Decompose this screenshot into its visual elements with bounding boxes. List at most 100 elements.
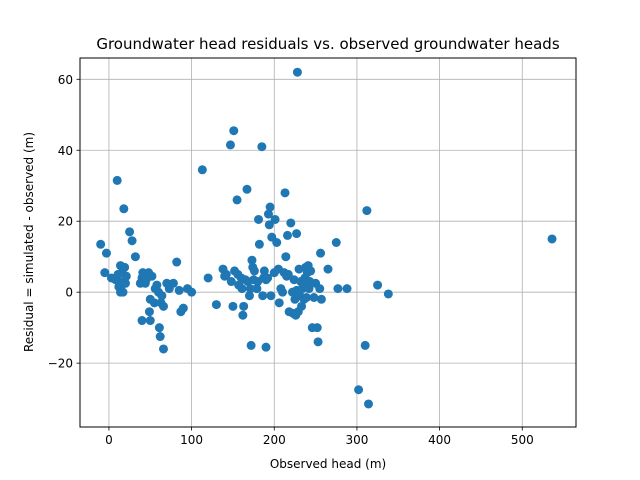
- y-tick-label: 60: [58, 73, 73, 87]
- data-point: [270, 214, 280, 224]
- data-point: [237, 284, 247, 294]
- data-point: [373, 280, 383, 290]
- data-point: [127, 236, 137, 246]
- data-point: [249, 266, 259, 276]
- data-point: [316, 248, 326, 258]
- data-point: [211, 300, 221, 310]
- data-point: [96, 239, 106, 249]
- grid-lines: [80, 58, 576, 427]
- data-point: [100, 268, 110, 278]
- data-point: [281, 252, 291, 262]
- data-point: [130, 252, 140, 262]
- data-point: [259, 266, 269, 276]
- plot-area-frame: [79, 57, 577, 428]
- data-point: [247, 255, 257, 265]
- data-point: [292, 67, 302, 77]
- data-point: [144, 307, 154, 317]
- data-point: [239, 301, 249, 311]
- data-point: [120, 262, 130, 272]
- data-point: [118, 287, 128, 297]
- data-point: [228, 301, 238, 311]
- data-point: [306, 266, 316, 276]
- x-tick-label: 400: [428, 433, 451, 447]
- data-point: [316, 294, 326, 304]
- data-point: [246, 340, 256, 350]
- data-point: [137, 316, 147, 326]
- data-point: [313, 337, 323, 347]
- x-tick-label: 0: [105, 433, 113, 447]
- x-tick-label: 500: [511, 433, 534, 447]
- data-point: [119, 204, 129, 214]
- data-point: [282, 230, 292, 240]
- data-point: [354, 385, 364, 395]
- x-axis-label: Observed head (m): [270, 457, 386, 471]
- data-point: [254, 214, 264, 224]
- chart-title: Groundwater head residuals vs. observed …: [96, 35, 559, 53]
- data-point: [203, 273, 213, 283]
- data-point: [360, 340, 370, 350]
- data-point: [152, 280, 162, 290]
- data-point: [302, 292, 312, 302]
- data-point: [157, 291, 167, 301]
- y-tick-label: 20: [58, 215, 73, 229]
- data-point: [547, 234, 557, 244]
- data-point: [168, 278, 178, 288]
- x-tick-label: 200: [263, 433, 286, 447]
- data-point: [244, 291, 254, 301]
- data-point: [364, 399, 374, 409]
- data-point: [331, 238, 341, 247]
- data-point: [362, 206, 372, 216]
- data-point: [226, 277, 236, 287]
- data-point: [263, 209, 273, 219]
- data-point: [274, 298, 284, 308]
- data-point: [187, 287, 197, 297]
- data-point: [125, 227, 135, 237]
- data-point: [266, 291, 276, 301]
- data-point: [383, 289, 393, 299]
- data-point: [242, 184, 252, 194]
- data-point: [258, 291, 268, 301]
- data-point: [145, 316, 155, 326]
- data-point: [221, 269, 231, 279]
- data-point: [265, 202, 275, 212]
- scatter-points: [96, 67, 557, 409]
- y-tick-label: 40: [58, 144, 73, 158]
- data-point: [158, 344, 168, 354]
- data-point: [158, 301, 168, 311]
- data-point: [333, 284, 343, 294]
- data-point: [278, 287, 288, 297]
- data-point: [154, 323, 164, 333]
- data-point: [121, 271, 131, 281]
- data-point: [264, 220, 274, 230]
- data-point: [178, 303, 188, 313]
- y-tick-label: 0: [65, 286, 73, 300]
- data-point: [280, 188, 290, 198]
- data-point: [315, 284, 325, 294]
- y-axis-label: Residual = simulated - observed (m): [22, 132, 36, 352]
- data-point: [172, 257, 182, 267]
- data-point: [312, 323, 322, 333]
- data-point: [174, 285, 184, 295]
- data-point: [286, 218, 296, 228]
- data-point: [120, 278, 130, 288]
- data-point: [292, 229, 302, 239]
- x-tick-label: 300: [345, 433, 368, 447]
- data-point: [232, 195, 242, 205]
- data-point: [245, 284, 255, 294]
- data-point: [297, 301, 307, 311]
- data-point: [112, 175, 122, 185]
- data-point: [283, 269, 293, 279]
- data-point: [238, 310, 248, 320]
- axis-ticks: 0 100 200 300 400 500 −20 0 20 40 60: [48, 73, 534, 447]
- data-point: [342, 284, 352, 294]
- data-point: [197, 165, 207, 175]
- data-point: [252, 284, 262, 294]
- data-point: [254, 239, 264, 249]
- y-tick-label: −20: [48, 357, 73, 371]
- data-point: [309, 292, 319, 302]
- data-point: [323, 264, 333, 274]
- data-point: [263, 273, 273, 283]
- data-point: [147, 271, 157, 281]
- data-point: [149, 298, 159, 308]
